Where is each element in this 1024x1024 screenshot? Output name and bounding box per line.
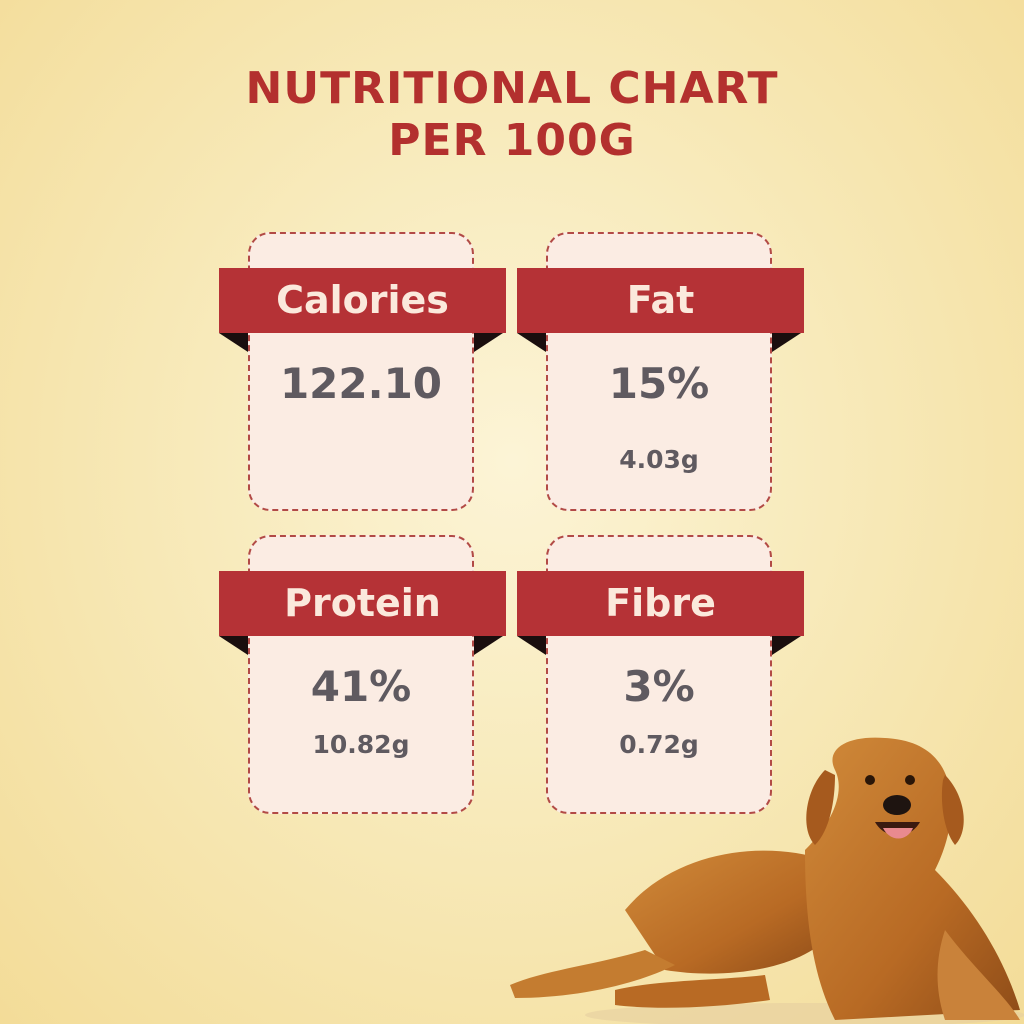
banner-fold-right (474, 333, 503, 352)
card-value: 41% (310, 662, 412, 711)
banner-fold-left (219, 636, 248, 655)
dog-image (510, 737, 1024, 1024)
title-line-2: PER 100G (388, 115, 636, 166)
banner-fold-right (474, 636, 503, 655)
card-amount: 4.03g (619, 445, 699, 474)
card-label: Fibre (517, 571, 804, 636)
card-value: 15% (608, 359, 710, 408)
banner-fold-right (772, 333, 801, 352)
banner-fold-left (219, 333, 248, 352)
card-label: Fat (517, 268, 804, 333)
card-label: Calories (219, 268, 506, 333)
card-label: Protein (219, 571, 506, 636)
card-amount: 0.72g (619, 730, 699, 759)
banner-fold-left (517, 333, 546, 352)
card-value: 122.10 (279, 359, 443, 408)
card-value: 3% (623, 662, 695, 711)
banner-fold-right (772, 636, 801, 655)
title-line-1: NUTRITIONAL CHART (245, 63, 779, 114)
banner-fold-left (517, 636, 546, 655)
card-amount: 10.82g (312, 730, 410, 759)
